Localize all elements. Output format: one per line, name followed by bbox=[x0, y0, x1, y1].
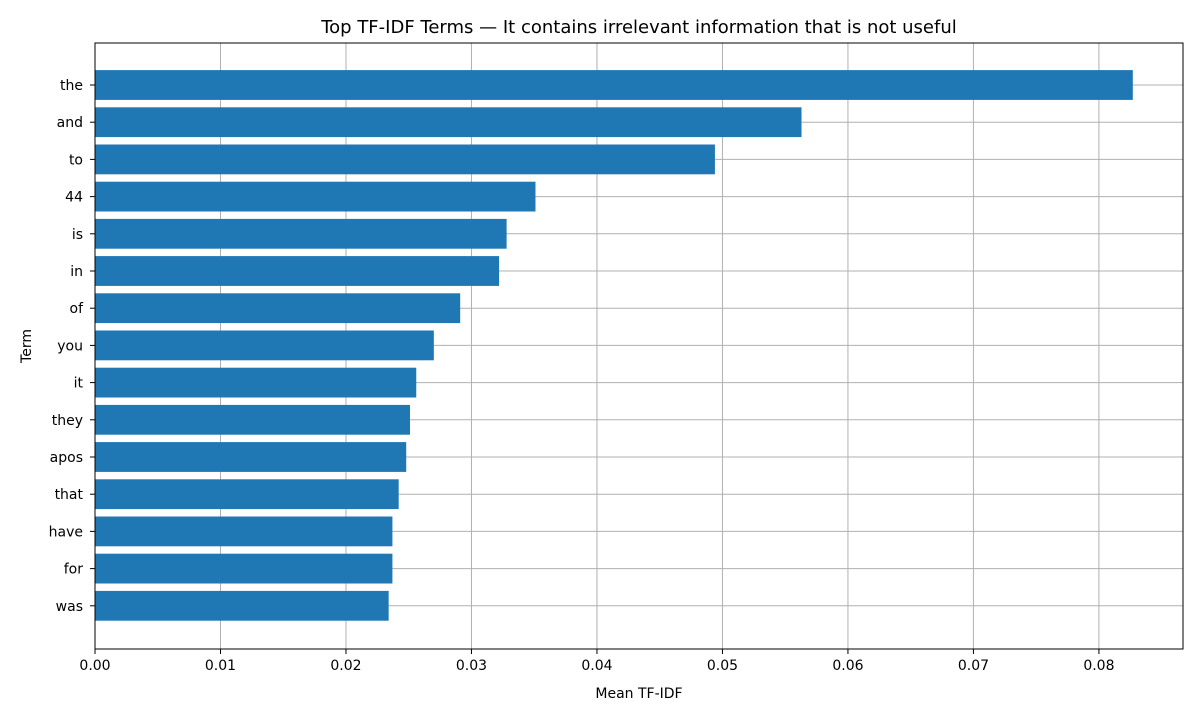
y-tick-label: of bbox=[70, 301, 85, 317]
bar-it bbox=[95, 367, 417, 398]
bar-they bbox=[95, 404, 410, 435]
y-tick-label: you bbox=[57, 338, 83, 354]
x-tick-label: 0.06 bbox=[832, 658, 863, 674]
y-tick-label: they bbox=[52, 413, 83, 429]
y-tick-label: and bbox=[57, 115, 83, 131]
bar-that bbox=[95, 479, 399, 510]
x-tick-label: 0.04 bbox=[581, 658, 612, 674]
bar-in bbox=[95, 256, 500, 286]
bar-you bbox=[95, 330, 434, 361]
y-tick-label: have bbox=[49, 524, 83, 540]
x-tick-label: 0.08 bbox=[1083, 658, 1114, 674]
y-tick-label: apos bbox=[50, 450, 83, 466]
y-tick-label: it bbox=[74, 376, 84, 392]
y-tick-label: in bbox=[70, 264, 83, 280]
y-tick-label: 44 bbox=[65, 190, 83, 206]
chart-title: Top TF-IDF Terms — It contains irrelevan… bbox=[320, 17, 957, 38]
x-axis-label: Mean TF-IDF bbox=[595, 686, 682, 702]
bar-was bbox=[95, 590, 389, 621]
bar-is bbox=[95, 218, 507, 249]
y-axis-label: Term bbox=[19, 329, 35, 364]
bar-series bbox=[95, 70, 1133, 621]
x-axis: 0.00 0.01 0.02 0.03 0.04 0.05 0.06 0.07 0.08 bbox=[79, 649, 1115, 674]
y-axis: the and to 44 is in of you it they apos that have for… bbox=[49, 78, 95, 615]
x-tick-label: 0.00 bbox=[79, 658, 110, 674]
x-tick-label: 0.07 bbox=[958, 658, 989, 674]
bar-44 bbox=[95, 181, 536, 212]
x-tick-label: 0.01 bbox=[205, 658, 236, 674]
bar-apos bbox=[95, 442, 407, 472]
bar-to bbox=[95, 144, 715, 175]
plot-frame bbox=[94, 42, 1184, 650]
y-tick-label: for bbox=[64, 562, 83, 578]
bar-the bbox=[95, 70, 1133, 100]
y-tick-label: was bbox=[56, 599, 83, 615]
bar-for bbox=[95, 553, 393, 584]
x-tick-label: 0.03 bbox=[456, 658, 487, 674]
x-tick-label: 0.02 bbox=[330, 658, 361, 674]
bar-and bbox=[95, 107, 802, 138]
y-tick-label: the bbox=[60, 78, 83, 94]
x-tick-label: 0.05 bbox=[707, 658, 738, 674]
y-tick-label: is bbox=[72, 227, 83, 243]
y-tick-label: to bbox=[69, 152, 83, 168]
bar-have bbox=[95, 516, 393, 547]
y-tick-label: that bbox=[55, 487, 84, 503]
bar-of bbox=[95, 293, 461, 324]
